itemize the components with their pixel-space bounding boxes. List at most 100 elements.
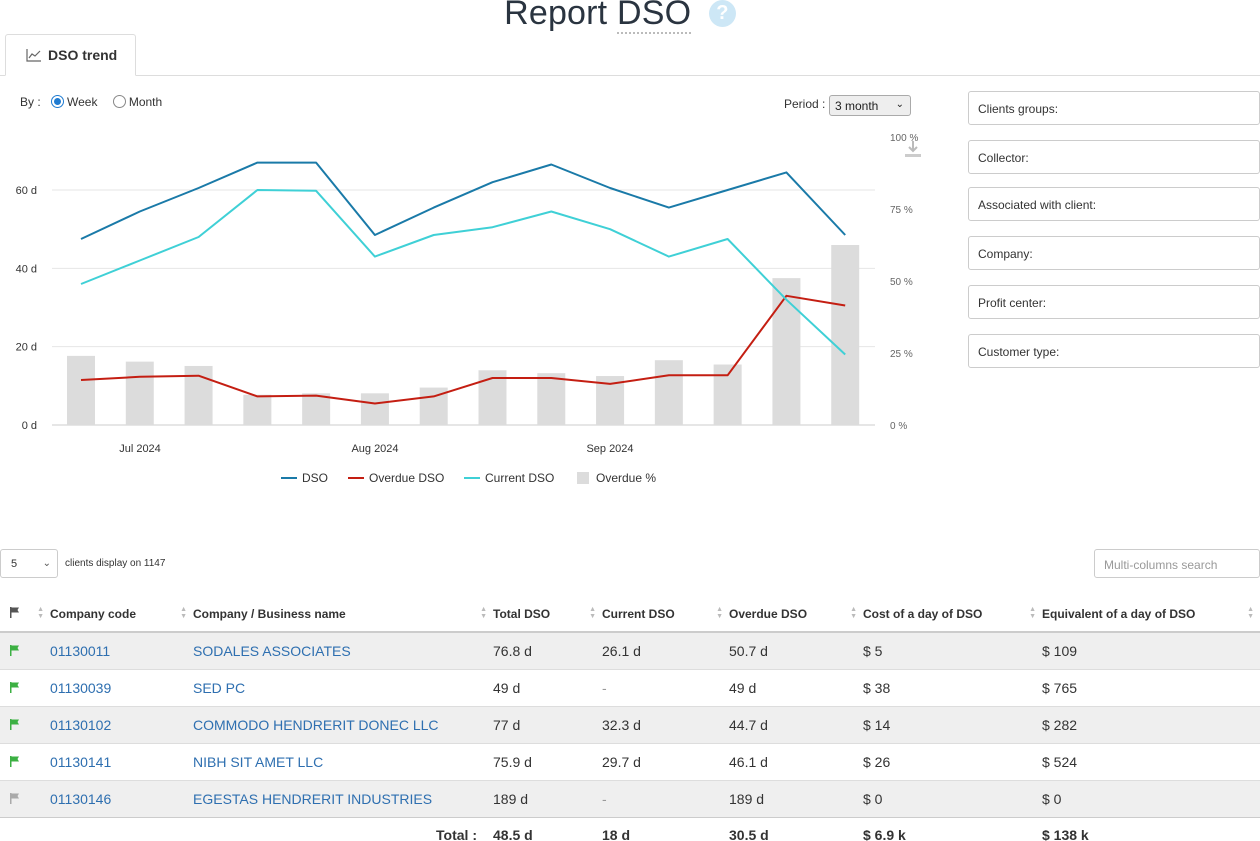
company-name-link[interactable]: COMMODO HENDRERIT DONEC LLC: [193, 716, 439, 733]
tab-label: DSO trend: [48, 47, 118, 63]
download-icon[interactable]: [904, 139, 922, 159]
cell-current-dso: -: [602, 779, 729, 817]
radio-month-label: Month: [128, 95, 163, 109]
flag-icon: [10, 644, 19, 656]
cell-company-name[interactable]: COMMODO HENDRERIT DONEC LLC: [193, 705, 493, 743]
cell-company-code[interactable]: 01130146: [50, 779, 193, 817]
flag-icon: [10, 607, 19, 618]
cell-company-name[interactable]: EGESTAS HENDRERIT INDUSTRIES: [193, 779, 493, 817]
period-select[interactable]: 3 month ⌄: [829, 95, 911, 116]
radio-week-button[interactable]: [51, 95, 65, 108]
x-tick-label: Jul 2024: [119, 443, 161, 455]
cell-flag[interactable]: [0, 705, 50, 743]
company-code-link[interactable]: 01130102: [50, 716, 112, 733]
filter-associated-with-client[interactable]: Associated with client:: [968, 187, 1260, 221]
multi-column-search-input[interactable]: Multi-columns search: [1094, 549, 1260, 578]
bar-overdue-pct: [243, 394, 272, 425]
cell-flag[interactable]: [0, 779, 50, 817]
sort-icon: ▲ ▼: [850, 606, 857, 620]
radio-month-button[interactable]: [112, 95, 126, 108]
chevron-down-icon: ⌄: [895, 99, 904, 110]
col-label: Total DSO: [493, 606, 551, 621]
radio-week[interactable]: Week: [51, 95, 97, 109]
legend-label: DSO: [302, 471, 328, 485]
legend-label: Overdue DSO: [369, 471, 444, 485]
cell-flag[interactable]: [0, 668, 50, 706]
table-row[interactable]: 01130141 NIBH SIT AMET LLC 75.9 d 29.7 d 46.…: [0, 742, 1260, 780]
sort-icon: ▲ ▼: [1247, 606, 1254, 620]
cell-flag[interactable]: [0, 631, 50, 669]
col-company-code[interactable]: Company code ▲ ▼: [50, 596, 193, 633]
company-code-link[interactable]: 01130039: [50, 679, 112, 696]
col-label: Equivalent of a day of DSO: [1042, 606, 1196, 621]
x-tick-label: Sep 2024: [586, 443, 633, 455]
col-overdue-dso[interactable]: Overdue DSO ▲ ▼: [729, 596, 863, 633]
company-name-link[interactable]: EGESTAS HENDRERIT INDUSTRIES: [193, 790, 433, 807]
company-code-link[interactable]: 01130011: [50, 642, 111, 659]
bar-overdue-pct: [831, 245, 860, 425]
cell-company-code[interactable]: 01130039: [50, 668, 193, 706]
col-equiv-day[interactable]: Equivalent of a day of DSO ▲ ▼: [1042, 596, 1260, 633]
y-left-tick-label: 60 d: [16, 185, 37, 197]
tab-dso-trend[interactable]: DSO trend: [5, 34, 136, 76]
page-length-select[interactable]: 5 ⌄: [0, 549, 58, 578]
bar-overdue-pct: [772, 278, 801, 425]
radio-month[interactable]: Month: [112, 95, 163, 109]
period-value: 3 month: [835, 99, 879, 113]
company-name-link[interactable]: NIBH SIT AMET LLC: [193, 753, 324, 770]
help-icon[interactable]: ?: [708, 0, 736, 27]
y-right-tick-label: 75 %: [890, 205, 913, 216]
cell-company-name[interactable]: SODALES ASSOCIATES: [193, 631, 493, 669]
filter-profit-center[interactable]: Profit center:: [968, 285, 1260, 319]
table-row[interactable]: 01130146 EGESTAS HENDRERIT INDUSTRIES 189 …: [0, 779, 1260, 817]
cell-company-code[interactable]: 01130011: [50, 631, 193, 669]
filter-clients-groups[interactable]: Clients groups:: [968, 91, 1260, 125]
y-right-tick-label: 0 %: [890, 421, 907, 432]
filter-company[interactable]: Company:: [968, 236, 1260, 270]
cell-overdue-dso: 44.7 d: [729, 705, 863, 743]
table-row[interactable]: 01130039 SED PC 49 d -49 d $ 38 $ 765: [0, 668, 1260, 706]
col-label: Overdue DSO: [729, 606, 808, 621]
table-row[interactable]: 01130011 SODALES ASSOCIATES 76.8 d 26.1 d 50…: [0, 631, 1260, 669]
col-total-dso[interactable]: Total DSO ▲ ▼: [493, 596, 602, 633]
sort-icon: ▲ ▼: [37, 606, 44, 620]
flag-icon: [10, 718, 19, 730]
col-cost-day[interactable]: Cost of a day of DSO ▲ ▼: [863, 596, 1042, 633]
by-selector: By : Week Month: [20, 95, 162, 109]
col-current-dso[interactable]: Current DSO ▲ ▼: [602, 596, 729, 633]
bar-overdue-pct: [654, 360, 683, 425]
by-label: By :: [20, 95, 41, 109]
page-title-sub[interactable]: DSO: [616, 0, 692, 34]
cell-total-dso: 49 d: [493, 668, 602, 706]
company-code-link[interactable]: 01130141: [50, 753, 112, 770]
line-dso: [80, 161, 846, 240]
legend-swatch: [577, 472, 589, 484]
y-right-tick-label: 50 %: [890, 277, 913, 288]
cell-flag[interactable]: [0, 742, 50, 780]
company-name-link[interactable]: SED PC: [193, 679, 246, 696]
cell-company-code[interactable]: 01130102: [50, 705, 193, 743]
page-title: Report DSO ?: [0, 0, 1240, 34]
dso-trend-chart: 0 d 20 d 40 d 60 d 0 % 25 % 50 % 75 % 100 % Jul 2…: [16, 133, 919, 485]
period-label: Period :: [784, 97, 826, 111]
line-chart-icon: [26, 49, 41, 62]
cell-cost-day: $ 14: [863, 705, 1042, 743]
cell-company-name[interactable]: NIBH SIT AMET LLC: [193, 742, 493, 780]
line-overdue-dso: [80, 294, 846, 405]
col-flag[interactable]: ▲ ▼: [0, 596, 50, 633]
cell-equiv-day: $ 282: [1042, 705, 1260, 743]
y-left-tick-label: 0 d: [22, 420, 37, 432]
bar-overdue-pct: [478, 370, 507, 425]
company-name-link[interactable]: SODALES ASSOCIATES: [193, 642, 351, 659]
chevron-down-icon: ⌄: [42, 558, 51, 569]
filter-customer-type[interactable]: Customer type:: [968, 334, 1260, 368]
cell-company-name[interactable]: SED PC: [193, 668, 493, 706]
cell-company-code[interactable]: 01130141: [50, 742, 193, 780]
sort-icon: ▲ ▼: [589, 606, 596, 620]
filter-collector[interactable]: Collector:: [968, 140, 1260, 174]
company-code-link[interactable]: 01130146: [50, 790, 112, 807]
cell-overdue-dso: 49 d: [729, 668, 863, 706]
y-right-tick-label: 25 %: [890, 349, 913, 360]
col-company-name[interactable]: Company / Business name ▲ ▼: [193, 596, 493, 633]
